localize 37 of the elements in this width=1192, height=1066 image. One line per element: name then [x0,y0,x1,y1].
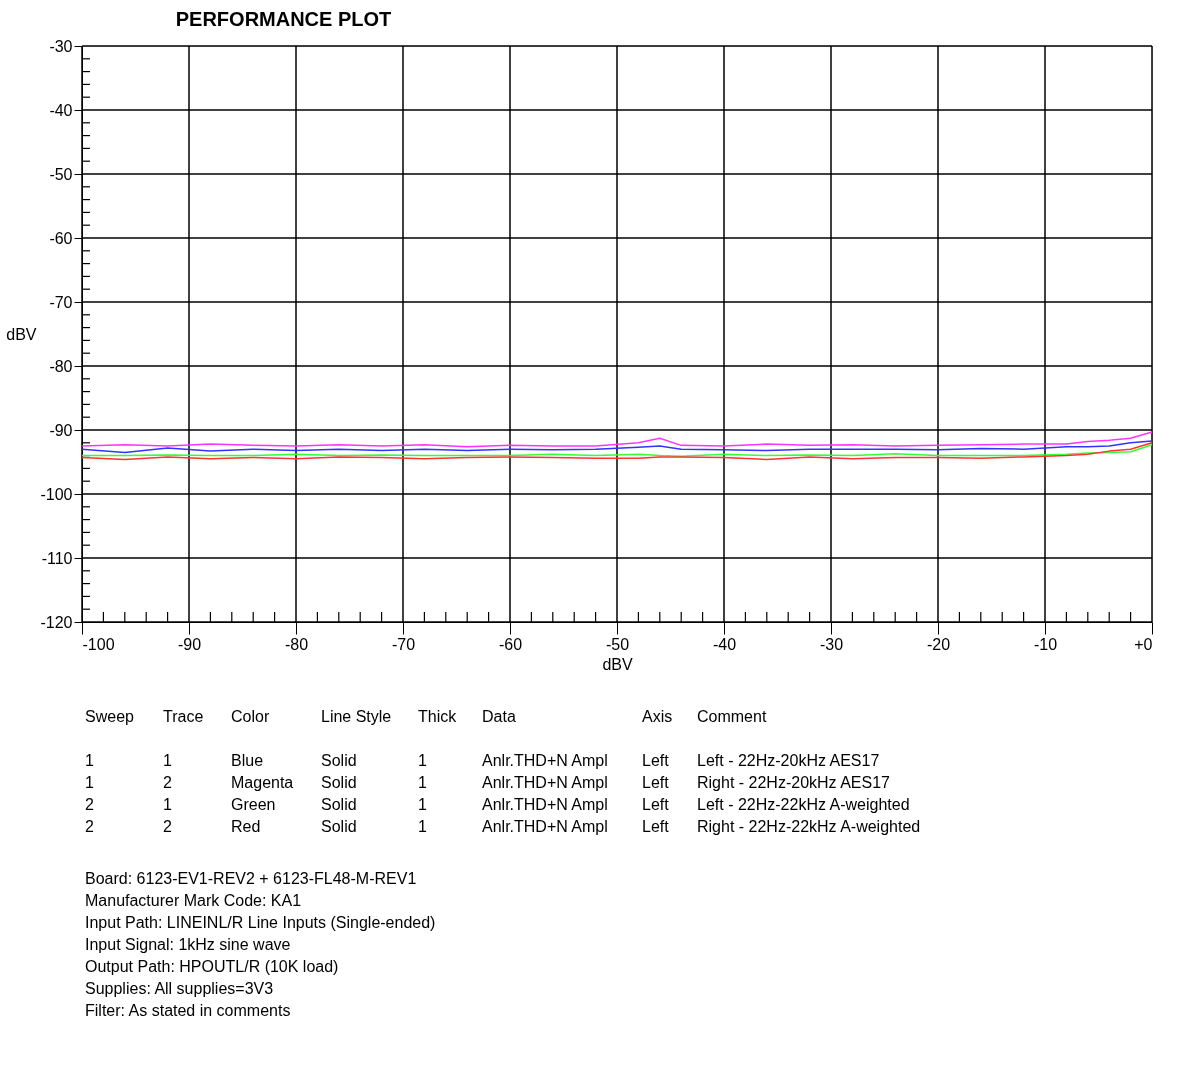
x-tick-label: -100 [82,635,115,653]
text: Input Path: LINEINL/R Line Inputs (Single-ended) [85,914,436,931]
x-tick-label: -60 [498,635,523,653]
y-tick-label: -70 [49,293,73,311]
x-tick-label: -30 [819,635,844,653]
text: 2 2 Red Solid 1 Anlr.THD+N Ampl Left Right - 22Hz-22kHz A-weighted [85,818,921,835]
text: Sweep Trace Color Line Style Thick Data Axis Comment [85,708,767,725]
x-tick-label: -20 [926,635,951,653]
y-tick-label: -110 [41,549,73,567]
y-tick-label: -100 [40,485,73,503]
chart-title: PERFORMANCE PLOT [175,8,392,30]
line-series [81,442,1153,461]
x-tick-label: -70 [391,635,416,653]
x-tick-label: -90 [177,635,202,653]
text: Input Signal: 1kHz sine wave [85,936,291,953]
y-tick-label: -90 [49,421,73,439]
text: 1 2 Magenta Solid 1 Anlr.THD+N Ampl Left Right - 22Hz-20kHz AES17 [85,774,890,791]
x-tick-label: -80 [284,635,309,653]
y-tick-label: -50 [49,165,73,183]
y-tick-label: -80 [49,357,73,375]
text: Filter: As stated in comments [85,1002,291,1019]
y-tick-label: -60 [49,229,73,247]
x-tick-label: -40 [712,635,737,653]
text: 1 1 Blue Solid 1 Anlr.THD+N Ampl Left Left - 22Hz-20kHz AES17 [85,752,880,769]
text: Manufacturer Mark Code: KA1 [85,892,302,909]
y-tick-label: -40 [49,101,73,119]
x-tick-label: -10 [1033,635,1058,653]
text: Supplies: All supplies=3V3 [85,980,274,997]
y-axis-title: dBV [6,325,37,343]
text: Output Path: HPOUTL/R (10K load) [85,958,339,975]
text: Board: 6123-EV1-REV2 + 6123-FL48-M-REV1 [85,870,417,887]
x-tick-label: -50 [605,635,630,653]
x-axis-title: dBV [602,655,633,673]
text: 2 1 Green Solid 1 Anlr.THD+N Ampl Left Left - 22Hz-22kHz A-weighted [85,796,910,813]
y-tick-label: -30 [49,37,73,55]
y-tick-label: -120 [40,613,73,631]
x-tick-label: +0 [1134,635,1153,653]
